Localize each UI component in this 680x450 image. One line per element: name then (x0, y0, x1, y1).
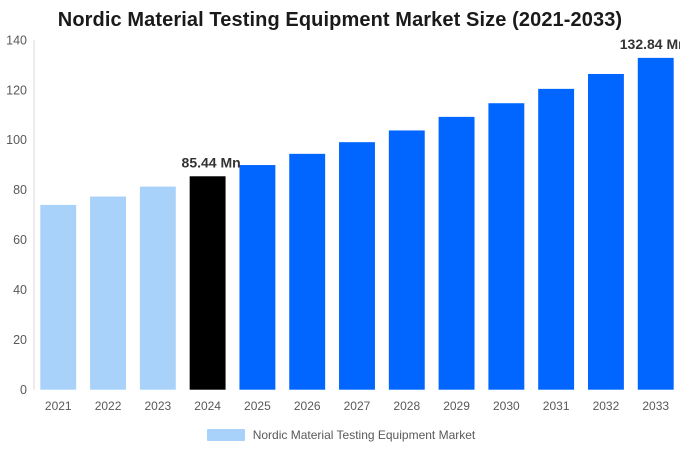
svg-text:40: 40 (13, 283, 27, 297)
svg-text:2030: 2030 (493, 399, 520, 413)
svg-text:2032: 2032 (593, 399, 620, 413)
svg-text:20: 20 (13, 333, 27, 347)
svg-text:120: 120 (6, 83, 27, 97)
svg-text:140: 140 (6, 33, 27, 47)
svg-text:2033: 2033 (642, 399, 669, 413)
svg-text:85.44 Mn: 85.44 Mn (182, 154, 241, 170)
svg-text:2026: 2026 (294, 399, 321, 413)
svg-text:2023: 2023 (144, 399, 171, 413)
svg-text:2025: 2025 (244, 399, 271, 413)
svg-text:132.84 Mn: 132.84 Mn (620, 36, 680, 52)
svg-text:60: 60 (13, 233, 27, 247)
svg-text:2028: 2028 (393, 399, 420, 413)
svg-text:2029: 2029 (443, 399, 470, 413)
svg-text:2031: 2031 (543, 399, 570, 413)
svg-text:0: 0 (20, 383, 27, 397)
svg-text:80: 80 (13, 183, 27, 197)
svg-text:2021: 2021 (45, 399, 72, 413)
svg-text:2027: 2027 (344, 399, 371, 413)
svg-text:100: 100 (6, 133, 27, 147)
svg-text:2022: 2022 (95, 399, 122, 413)
svg-text:2024: 2024 (194, 399, 221, 413)
